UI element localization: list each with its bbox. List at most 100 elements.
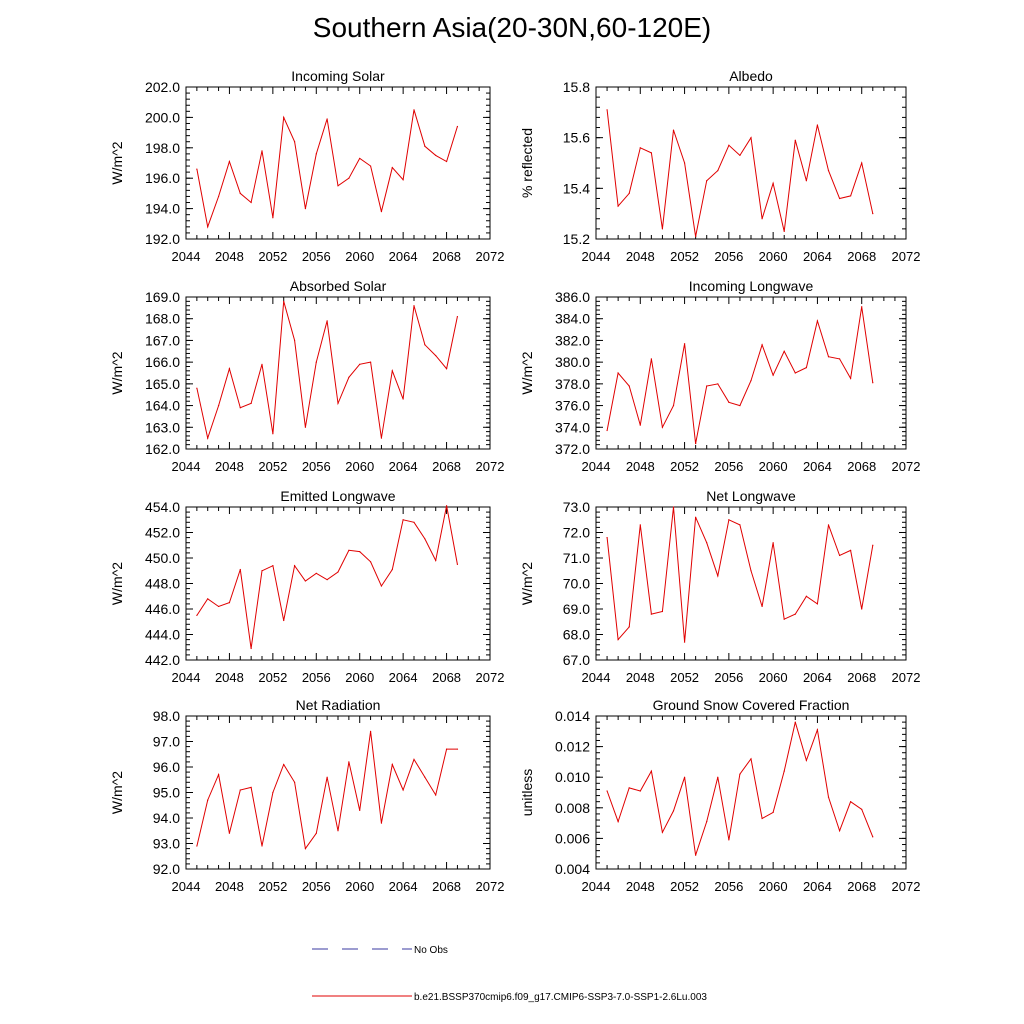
y-tick-label: 386.0: [555, 289, 590, 305]
data-point: [683, 776, 686, 778]
data-point: [617, 820, 619, 823]
data-point: [794, 139, 796, 141]
data-point: [369, 361, 372, 363]
data-point: [337, 830, 339, 832]
data-point: [672, 506, 675, 508]
chart-panel-6: Net Longwave W/m^2 2044 2048 2052 2056 2060 206…: [519, 488, 920, 685]
x-tick-label: 2056: [302, 670, 331, 685]
x-tick-label: 2048: [215, 249, 244, 264]
data-point: [805, 366, 807, 369]
chart-title: Absorbed Solar: [290, 278, 387, 294]
data-point: [293, 565, 296, 567]
data-point: [348, 177, 350, 179]
x-tick-label: 2044: [172, 459, 201, 474]
data-point: [337, 185, 339, 187]
x-tick-label: 2072: [892, 459, 921, 474]
x-tick-label: 2052: [258, 249, 287, 264]
data-point: [435, 355, 437, 357]
x-tick-label: 2072: [476, 670, 505, 685]
data-point: [661, 610, 664, 613]
chart-panel-1: Incoming Solar W/m^2 2044 2048 2052 2056 2060 2…: [109, 68, 504, 264]
x-tick-label: 2052: [670, 249, 699, 264]
x-tick-label: 2052: [670, 879, 699, 894]
data-point: [424, 145, 426, 147]
data-point: [196, 387, 198, 389]
y-axis-label: W/m^2: [519, 562, 535, 605]
data-point: [872, 213, 874, 215]
x-tick-label: 2048: [215, 879, 244, 894]
x-tick-label: 2044: [582, 879, 611, 894]
chart-panel-8: Ground Snow Covered Fraction unitless 2044…: [519, 697, 920, 894]
data-point: [728, 401, 730, 403]
series-line: [196, 301, 458, 440]
data-point: [750, 380, 752, 382]
data-point: [606, 790, 608, 792]
x-tick-label: 2060: [345, 459, 374, 474]
data-point: [838, 830, 841, 832]
data-point: [293, 339, 296, 342]
data-point: [772, 542, 774, 544]
chart-title: Emitted Longwave: [280, 488, 395, 504]
data-point: [315, 572, 317, 574]
data-point: [304, 580, 307, 582]
x-tick-label: 2044: [172, 249, 201, 264]
data-point: [728, 839, 730, 841]
y-tick-label: 378.0: [555, 376, 590, 392]
data-point: [391, 568, 393, 571]
data-point: [391, 370, 393, 372]
data-point: [304, 848, 307, 850]
y-tick-label: 166.0: [145, 354, 180, 370]
y-tick-label: 376.0: [555, 398, 590, 414]
x-tick-label: 2060: [759, 459, 788, 474]
data-point: [196, 845, 198, 847]
data-point: [805, 595, 807, 597]
data-point: [650, 770, 652, 772]
x-tick-label: 2068: [432, 879, 461, 894]
plot-frame: [185, 506, 491, 661]
data-point: [424, 538, 426, 540]
data-point: [326, 776, 328, 778]
y-tick-label: 73.0: [563, 499, 590, 515]
y-tick-label: 196.0: [145, 170, 180, 186]
y-tick-label: 15.4: [563, 180, 590, 196]
y-tick-label: 202.0: [145, 79, 180, 95]
x-tick-label: 2064: [389, 459, 418, 474]
x-tick-label: 2048: [215, 459, 244, 474]
data-point: [772, 811, 774, 813]
data-point: [424, 776, 426, 778]
data-point: [639, 147, 641, 149]
data-point: [337, 402, 339, 404]
data-point: [783, 230, 785, 232]
data-point: [827, 170, 830, 172]
data-point: [639, 790, 641, 792]
y-tick-label: 93.0: [153, 836, 180, 852]
y-tick-label: 69.0: [563, 601, 590, 617]
data-point: [739, 154, 741, 156]
data-point: [872, 544, 874, 546]
data-point: [805, 180, 807, 182]
data-point: [672, 810, 675, 812]
data-point: [606, 109, 608, 111]
data-point: [391, 166, 393, 169]
x-tick-label: 2048: [626, 879, 655, 894]
x-tick-label: 2048: [626, 249, 655, 264]
y-axis-label: W/m^2: [109, 562, 125, 605]
data-point: [250, 402, 252, 404]
y-tick-label: 192.0: [145, 231, 180, 247]
series-line: [606, 306, 874, 444]
series-line: [196, 505, 458, 649]
data-point: [250, 786, 252, 789]
data-point: [728, 519, 730, 521]
data-point: [838, 358, 841, 360]
data-point: [661, 426, 664, 428]
data-point: [816, 124, 819, 126]
plot-frame: [185, 715, 491, 870]
data-point: [326, 118, 328, 120]
data-point: [783, 618, 785, 620]
data-point: [369, 730, 372, 732]
data-point: [739, 524, 741, 526]
y-tick-label: 164.0: [145, 398, 180, 414]
data-point: [816, 729, 819, 731]
y-tick-label: 372.0: [555, 441, 590, 457]
data-point: [861, 306, 863, 308]
